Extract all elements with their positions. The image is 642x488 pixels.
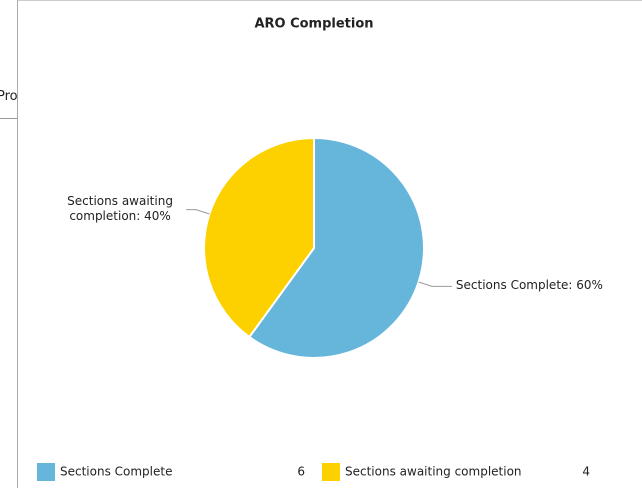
legend-swatch xyxy=(322,463,340,481)
label-connector xyxy=(186,209,210,215)
legend-swatch xyxy=(37,463,55,481)
pie-slice xyxy=(203,136,315,339)
divider xyxy=(0,118,17,119)
data-label: Sections Complete: 60% xyxy=(455,278,603,293)
label-connector xyxy=(418,281,452,287)
chart-title: ARO Completion xyxy=(254,17,373,32)
legend-label: Sections awaiting completion xyxy=(345,465,522,479)
legend-value: 6 xyxy=(297,465,305,479)
legend-value: 4 xyxy=(582,465,590,479)
data-label: Sections awaiting completion: 40% xyxy=(67,193,173,223)
background-text: Pro xyxy=(0,89,18,104)
legend-label: Sections Complete xyxy=(60,465,172,479)
